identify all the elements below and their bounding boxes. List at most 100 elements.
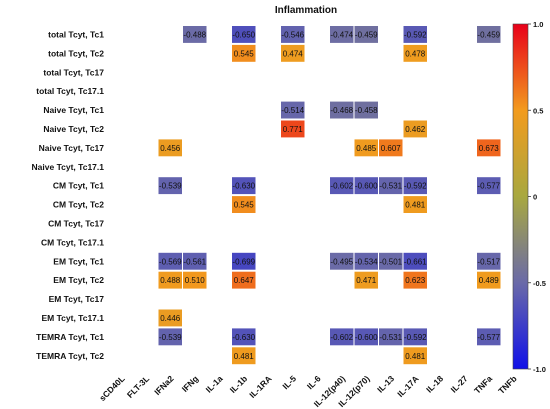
heatmap-cell: [232, 177, 256, 195]
cell-value-label: 0.462: [405, 125, 426, 134]
cell-value-label: 0.481: [405, 352, 426, 361]
column-label: IFNg: [180, 374, 200, 394]
heatmap-cell: [158, 252, 182, 270]
cell-value-label: 0.478: [405, 49, 426, 58]
column-label: IL-6: [305, 373, 323, 391]
row-label: total Tcyt, Tc1: [48, 29, 104, 39]
heatmap-cell: [330, 101, 354, 119]
heatmap-cell: [403, 196, 427, 213]
cell-value-label: 0.510: [185, 276, 206, 285]
row-label: Naive Tcyt, Tc17.1: [32, 162, 105, 172]
heatmap-cell: [403, 120, 427, 138]
column-label: IL-5: [280, 373, 298, 391]
row-label: total Tcyt, Tc17: [43, 67, 104, 77]
heatmap-cell: [330, 328, 354, 346]
colorbar-tick-label: 1.0: [533, 20, 543, 29]
cell-value-label: -0.602: [330, 182, 353, 191]
cell-value-label: 0.673: [479, 144, 500, 153]
heatmap-cell: [403, 44, 427, 62]
heatmap-cell: [354, 328, 378, 346]
heatmap-cell: [232, 271, 256, 289]
cell-value-label: 0.488: [160, 276, 181, 285]
heatmap-cell: [403, 328, 427, 346]
colorbar-ticks: 1.0 0.5 0 -0.5 -1.0: [528, 20, 546, 374]
cell-value-label: -0.488: [183, 30, 206, 39]
cell-value-label: 0.489: [479, 276, 500, 285]
heatmap-cell: [354, 177, 378, 195]
heatmap-cell: [354, 252, 378, 270]
heatmap-cell: [403, 347, 427, 365]
heatmap-cell: [232, 196, 256, 213]
cell-value-label: 0.647: [234, 276, 255, 285]
cell-value-label: -0.514: [281, 106, 304, 115]
cell-value-label: -0.459: [477, 30, 500, 39]
colorbar-tick-label: -0.5: [533, 279, 546, 288]
cell-value-label: -0.474: [330, 30, 353, 39]
heatmap-cell: [379, 177, 403, 195]
heatmap-cell: [379, 328, 403, 346]
cell-value-label: 0.481: [234, 352, 255, 361]
colorbar-tick-label: -1.0: [533, 365, 546, 374]
heatmap-cell: [281, 120, 305, 138]
heatmap-cell: [158, 328, 182, 346]
heatmap-cell: [281, 44, 305, 62]
cell-value-label: -0.630: [232, 333, 255, 342]
colorbar-tick-label: 0.5: [533, 106, 543, 115]
column-label: sCD40L: [97, 374, 126, 403]
heatmap-cell: [232, 44, 256, 62]
row-label: total Tcyt, Tc2: [48, 48, 104, 58]
row-label: Naive Tcyt, Tc17: [39, 143, 105, 153]
row-label: TEMRA Tcyt, Tc1: [36, 332, 104, 342]
cell-value-label: -0.459: [355, 30, 378, 39]
column-label: IL-1a: [204, 373, 225, 394]
heatmap-cell: [403, 177, 427, 195]
row-label: CM Tcyt, Tc1: [53, 181, 104, 191]
heatmap-cell: [232, 252, 256, 270]
column-label: IL-17A: [395, 374, 420, 399]
cells-layer: -0.488 -0.650 -0.546 -0.474 -0.459 -0.592 -0.4…: [158, 26, 501, 365]
column-label: IL-1RA: [247, 374, 273, 400]
cell-value-label: -0.501: [379, 257, 402, 266]
heatmap-cell: [379, 252, 403, 270]
heatmap-cell: [330, 26, 354, 43]
cell-value-label: 0.623: [405, 276, 426, 285]
heatmap-cell: [403, 271, 427, 289]
cell-value-label: -0.661: [404, 257, 427, 266]
colorbar-tick-label: 0: [533, 193, 537, 202]
cell-value-label: 0.771: [283, 125, 304, 134]
cell-value-label: 0.481: [405, 201, 426, 210]
heatmap-cell: [281, 26, 305, 43]
heatmap-cell: [477, 177, 501, 195]
cell-value-label: -0.534: [355, 257, 378, 266]
cell-value-label: -0.592: [404, 30, 427, 39]
cell-value-label: 0.474: [283, 49, 304, 58]
heatmap-cell: [183, 252, 207, 270]
cell-value-label: -0.539: [159, 333, 182, 342]
cell-value-label: -0.569: [159, 257, 182, 266]
heatmap-cell: [158, 177, 182, 195]
heatmap-cell: [403, 252, 427, 270]
heatmap-cell: [477, 328, 501, 346]
heatmap-cell: [232, 26, 256, 43]
heatmap-cell: [477, 139, 501, 157]
colorbar: [512, 23, 529, 370]
heatmap-cell: [183, 271, 207, 289]
cell-value-label: -0.592: [404, 333, 427, 342]
column-label: IL-13: [375, 373, 396, 394]
cell-value-label: -0.600: [355, 333, 378, 342]
heatmap-cell: [158, 139, 182, 157]
column-label: IL-27: [449, 373, 470, 394]
row-label: CM Tcyt, Tc17.1: [41, 237, 104, 247]
heatmap-cell: [330, 252, 354, 270]
cell-value-label: -0.517: [477, 257, 500, 266]
heatmap-cell: [232, 347, 256, 365]
heatmap-cell: [477, 252, 501, 270]
heatmap-cell: [330, 177, 354, 195]
row-labels: total Tcyt, Tc1 total Tcyt, Tc2 total Tcyt…: [32, 29, 105, 360]
cell-value-label: -0.592: [404, 182, 427, 191]
heatmap-cell: [379, 139, 403, 157]
column-label: TNFb: [496, 374, 518, 396]
